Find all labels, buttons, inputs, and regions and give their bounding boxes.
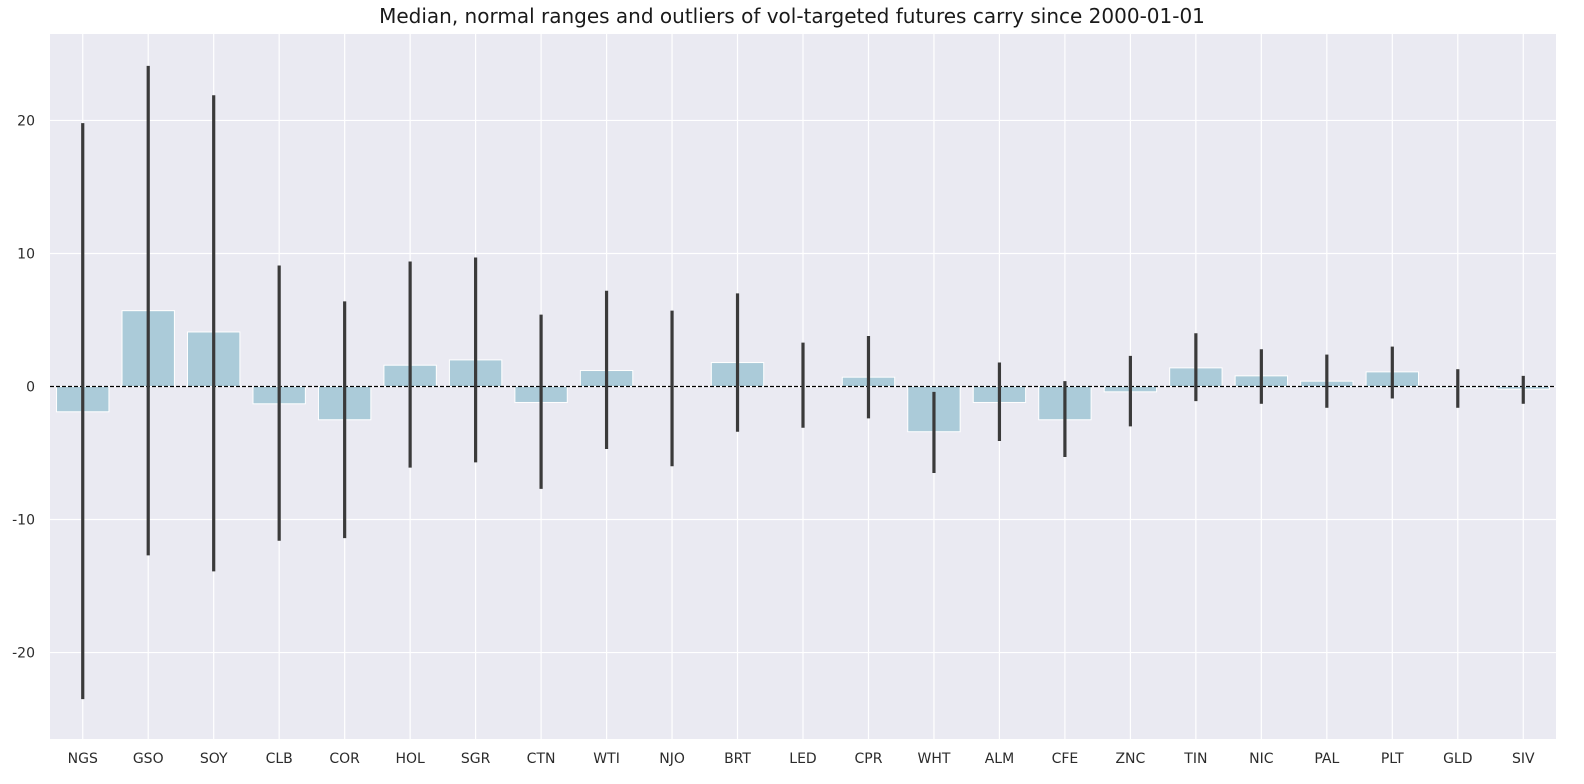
y-tick-label: -20 (12, 646, 35, 662)
chart-title: Median, normal ranges and outliers of vo… (379, 4, 1205, 28)
x-tick-label: TIN (1183, 751, 1207, 767)
x-tick-label: CLB (266, 751, 293, 767)
x-tick-label: WHT (917, 751, 950, 767)
y-tick-label: 10 (17, 246, 35, 262)
x-tick-label: NJO (659, 751, 685, 767)
x-tick-label: BRT (724, 751, 751, 767)
x-tick-label: CFE (1052, 751, 1079, 767)
x-tick-label: SIV (1512, 751, 1535, 767)
x-axis-ticks: NGS GSO SOY CLB COR HOL SGR CTN WTI NJO BRT LED CPR W… (68, 751, 1535, 767)
x-tick-label: CPR (855, 751, 883, 767)
x-tick-label: NGS (68, 751, 98, 767)
error-bars (81, 65, 1525, 700)
x-tick-label: GSO (133, 751, 164, 767)
y-axis-ticks: -20 -10 0 10 20 (12, 113, 35, 661)
x-tick-label: WTI (593, 751, 620, 767)
x-tick-label: LED (789, 751, 816, 767)
x-tick-label: ALM (985, 751, 1014, 767)
x-tick-label: SGR (461, 751, 491, 767)
x-tick-label: NIC (1249, 751, 1274, 767)
y-tick-label: 0 (26, 380, 35, 396)
x-tick-label: SOY (200, 751, 228, 767)
x-tick-label: PAL (1314, 751, 1339, 767)
y-tick-label: -10 (12, 513, 35, 529)
x-tick-label: CTN (527, 751, 556, 767)
x-tick-label: GLD (1443, 751, 1472, 767)
x-tick-label: ZNC (1115, 751, 1145, 767)
x-tick-label: HOL (395, 751, 425, 767)
x-tick-label: PLT (1381, 751, 1404, 767)
y-tick-label: 20 (17, 113, 35, 129)
x-tick-label: COR (329, 751, 360, 767)
